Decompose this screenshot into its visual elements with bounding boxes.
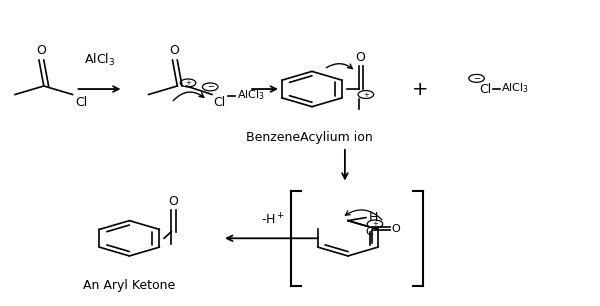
Text: −: −: [207, 82, 214, 91]
Text: +: +: [412, 80, 428, 99]
Text: C: C: [366, 227, 374, 237]
Text: Cl: Cl: [76, 96, 88, 109]
Text: H: H: [369, 211, 378, 224]
Text: Cl: Cl: [479, 83, 492, 95]
Text: Cl: Cl: [213, 96, 226, 109]
Text: O: O: [168, 195, 178, 208]
Text: +: +: [363, 91, 369, 98]
Text: O: O: [169, 44, 179, 57]
Text: +: +: [372, 221, 378, 227]
Text: An Aryl Ketone: An Aryl Ketone: [83, 279, 176, 292]
Text: BenzeneAcylium ion: BenzeneAcylium ion: [245, 131, 373, 144]
Text: AlCl$_3$: AlCl$_3$: [501, 81, 529, 95]
Text: −: −: [473, 74, 480, 83]
Text: +: +: [185, 80, 191, 86]
Text: O: O: [356, 51, 365, 64]
Text: O: O: [391, 224, 400, 233]
Text: O: O: [36, 44, 46, 57]
Text: AlCl$_3$: AlCl$_3$: [236, 88, 265, 102]
Text: -H$^+$: -H$^+$: [261, 212, 285, 228]
Text: AlCl$_3$: AlCl$_3$: [84, 52, 115, 68]
